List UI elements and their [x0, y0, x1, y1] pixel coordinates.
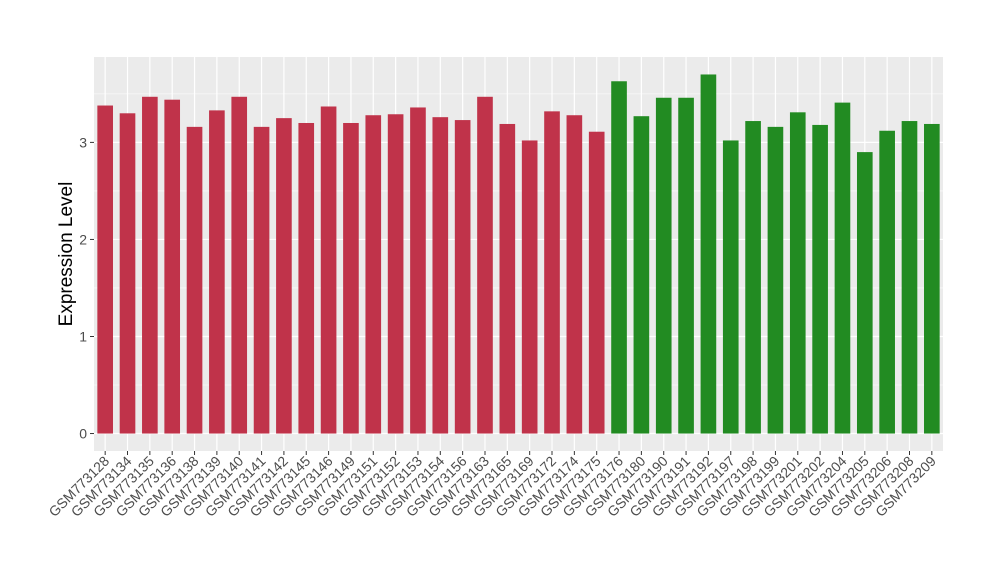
bar — [834, 102, 851, 434]
bar — [879, 130, 895, 434]
bar — [745, 121, 761, 434]
bar — [789, 112, 806, 434]
y-axis-label: Expression Level — [56, 182, 77, 327]
bar — [410, 107, 426, 434]
bar — [253, 126, 270, 434]
bar — [700, 74, 717, 434]
bar — [387, 114, 404, 434]
bar — [499, 123, 516, 434]
bar — [812, 124, 828, 434]
bar — [655, 97, 672, 434]
bar — [320, 106, 337, 434]
y-tick-label: 1 — [79, 328, 87, 344]
bar — [544, 111, 560, 434]
bar — [722, 140, 739, 434]
bar — [611, 81, 627, 434]
bar — [186, 126, 203, 434]
bar — [856, 152, 873, 434]
bar — [142, 96, 158, 434]
y-tick-label: 2 — [79, 231, 87, 247]
bar — [365, 115, 382, 434]
bar — [454, 120, 471, 434]
bar — [209, 110, 225, 434]
bar — [276, 118, 292, 434]
bar — [343, 122, 359, 434]
bar — [119, 113, 136, 434]
bar — [97, 105, 113, 434]
bar — [566, 115, 583, 434]
bar — [164, 99, 181, 434]
bar — [924, 123, 940, 434]
bar — [521, 140, 538, 434]
bar — [298, 122, 315, 434]
bar — [588, 131, 605, 434]
y-tick-label: 0 — [79, 426, 87, 442]
y-tick-label: 3 — [79, 134, 87, 150]
bar — [767, 126, 784, 434]
bar — [633, 116, 650, 434]
bar — [231, 96, 248, 434]
bar — [678, 97, 694, 434]
bar — [477, 96, 493, 434]
bar — [901, 121, 918, 434]
bar — [432, 117, 449, 434]
